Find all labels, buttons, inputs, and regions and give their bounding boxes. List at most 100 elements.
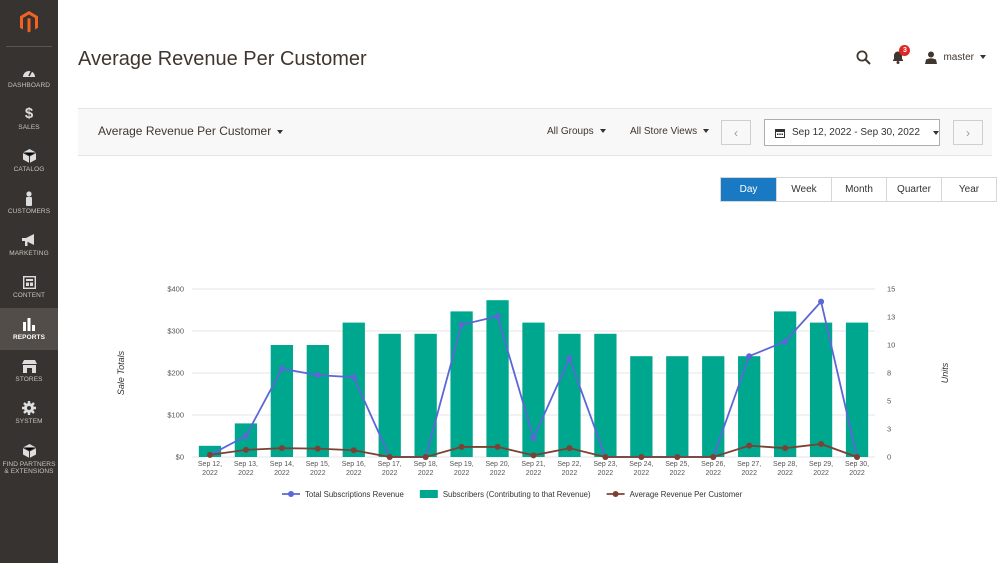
sidebar-item-find-partners[interactable]: FIND PARTNERS & EXTENSIONS	[0, 436, 58, 482]
chevron-down-icon	[932, 130, 939, 135]
data-point	[674, 454, 681, 460]
bar-chart-icon	[22, 316, 36, 332]
next-period-button[interactable]: ›	[953, 120, 983, 145]
dashboard-icon	[22, 64, 36, 80]
sidebar-item-customers[interactable]: CUSTOMERS	[0, 182, 58, 224]
x-tick-label: Sep 17,	[378, 461, 402, 468]
chevron-down-icon	[703, 129, 710, 134]
bar	[702, 356, 725, 457]
magento-logo[interactable]	[0, 0, 58, 44]
sidebar-item-content[interactable]: CONTENT	[0, 266, 58, 308]
report-type-dropdown[interactable]: Average Revenue Per Customer	[98, 124, 284, 138]
x-tick-label: 2022	[705, 470, 721, 477]
x-tick-label: Sep 12,	[198, 461, 222, 468]
gear-icon	[22, 400, 36, 416]
dollar-icon: $	[24, 105, 34, 123]
sidebar-item-label: SYSTEM	[15, 418, 43, 426]
x-tick-label: 2022	[274, 470, 290, 477]
x-tick-label: Sep 20,	[485, 461, 509, 468]
data-point	[602, 454, 609, 460]
x-tick-label: Sep 24,	[629, 461, 653, 468]
sidebar-divider	[6, 46, 52, 47]
x-tick-label: 2022	[777, 470, 793, 477]
page-title: Average Revenue Per Customer	[78, 48, 367, 70]
y2-tick-label: 15	[887, 285, 895, 294]
x-tick-label: 2022	[562, 470, 578, 477]
notifications-button[interactable]: 3	[891, 45, 911, 64]
global-search-button[interactable]	[856, 50, 872, 65]
sidebar-item-reports[interactable]: REPORTS	[0, 308, 58, 350]
x-tick-label: 2022	[598, 470, 614, 477]
x-tick-label: 2022	[490, 470, 506, 477]
date-range-picker[interactable]: Sep 12, 2022 - Sep 30, 2022	[764, 119, 940, 146]
tab-day[interactable]: Day	[721, 178, 776, 201]
bar	[738, 356, 761, 457]
previous-period-button[interactable]: ‹	[721, 120, 751, 145]
search-icon	[856, 50, 872, 65]
chevron-right-icon: ›	[966, 125, 970, 140]
sidebar-item-dashboard[interactable]: DASHBOARD	[0, 56, 58, 98]
storefront-icon	[21, 358, 37, 374]
bar	[666, 356, 689, 457]
sidebar-item-label: SALES	[18, 124, 40, 132]
period-tabs: Day Week Month Quarter Year	[720, 177, 997, 202]
sidebar-item-label: CATALOG	[13, 166, 45, 174]
tab-week[interactable]: Week	[776, 178, 831, 201]
y2-tick-label: 5	[887, 397, 891, 406]
customer-groups-dropdown[interactable]: All Groups	[547, 126, 606, 137]
data-point	[458, 443, 465, 450]
chevron-down-icon	[277, 129, 284, 134]
sidebar-item-label: CUSTOMERS	[7, 208, 51, 216]
x-tick-label: 2022	[634, 470, 650, 477]
sidebar-item-catalog[interactable]: CATALOG	[0, 140, 58, 182]
legend-label: Total Subscriptions Revenue	[305, 490, 404, 499]
data-point	[782, 445, 789, 452]
bar	[845, 322, 869, 457]
legend-swatch	[612, 491, 619, 497]
data-point	[242, 446, 249, 453]
data-point	[314, 372, 321, 379]
tab-quarter[interactable]: Quarter	[886, 178, 941, 201]
chevron-left-icon: ‹	[734, 125, 738, 140]
sidebar-item-label: FIND PARTNERS & EXTENSIONS	[2, 460, 56, 476]
x-tick-label: Sep 23,	[593, 461, 617, 468]
data-point	[746, 353, 753, 360]
data-point	[278, 445, 285, 452]
x-tick-label: 2022	[454, 470, 470, 477]
y2-tick-label: 0	[887, 453, 891, 462]
bar	[234, 423, 258, 457]
bar	[486, 300, 509, 457]
sidebar-item-label: REPORTS	[12, 334, 46, 342]
x-tick-label: 2022	[741, 470, 757, 477]
sidebar-item-system[interactable]: SYSTEM	[0, 392, 58, 434]
data-point	[818, 440, 825, 447]
sidebar-item-label: DASHBOARD	[7, 82, 51, 90]
x-tick-label: Sep 22,	[557, 461, 581, 468]
bar	[378, 333, 401, 457]
revenue-chart: $0 $100 $200 $300 $400 0 3 5 8 10 13 15 Sale Totals U…	[116, 285, 950, 500]
magento-logo-icon	[20, 11, 38, 33]
y-tick-label: $400	[167, 285, 184, 294]
user-account-dropdown[interactable]: master	[925, 51, 986, 64]
user-icon	[925, 51, 938, 64]
data-point	[314, 445, 321, 452]
data-point	[746, 442, 753, 449]
sidebar-item-marketing[interactable]: MARKETING	[0, 224, 58, 266]
sidebar-item-stores[interactable]: STORES	[0, 350, 58, 392]
y-axis-title: Sale Totals	[116, 350, 126, 395]
sidebar-item-sales[interactable]: $ SALES	[0, 98, 58, 140]
store-views-dropdown[interactable]: All Store Views	[630, 126, 710, 137]
legend-label: Average Revenue Per Customer	[630, 490, 743, 499]
bar	[270, 345, 294, 457]
x-tick-label: 2022	[382, 470, 398, 477]
data-point	[422, 454, 429, 460]
store-views-label: All Store Views	[630, 126, 698, 137]
data-point	[494, 443, 501, 450]
tab-month[interactable]: Month	[831, 178, 886, 201]
x-tick-label: 2022	[849, 470, 865, 477]
data-point	[638, 454, 645, 460]
data-point	[350, 447, 357, 454]
chevron-down-icon	[980, 55, 986, 59]
x-tick-label: 2022	[202, 470, 218, 477]
tab-year[interactable]: Year	[941, 178, 996, 201]
